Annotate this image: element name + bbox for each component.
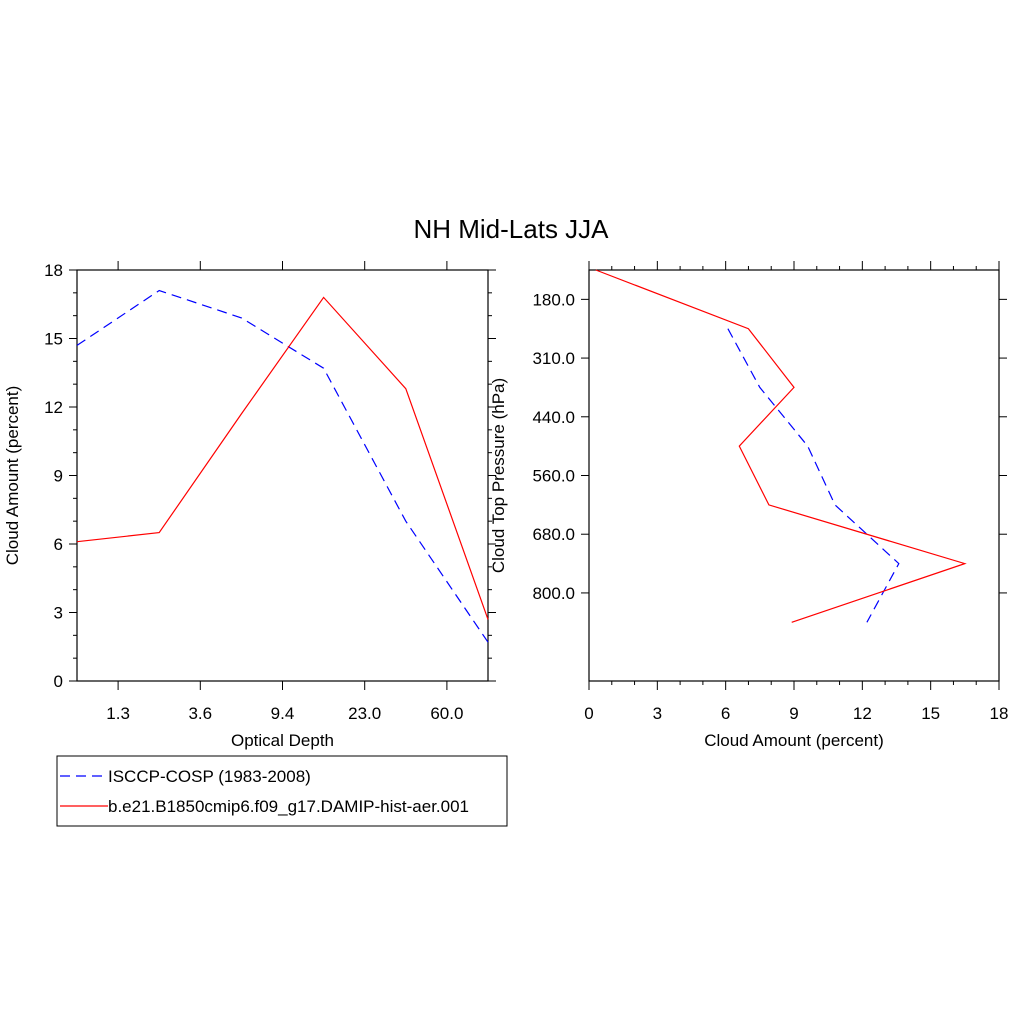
legend-label-isccp: ISCCP-COSP (1983-2008) [108,767,311,786]
left-x-tick-label: 9.4 [271,704,295,723]
right-x-tick-label: 15 [921,704,940,723]
right-y-axis-title: Cloud Top Pressure (hPa) [489,378,508,573]
right-chart-panel: 0 3 6 9 12 15 18 180.0 310.0 440.0 560.0 680.0 800.0… [489,261,1008,750]
left-x-tick-label: 60.0 [430,704,463,723]
right-y-tick-label: 440.0 [532,408,575,427]
left-y-tick-label: 6 [54,535,63,554]
right-x-axis-title: Cloud Amount (percent) [704,731,884,750]
right-x-tick-label: 9 [789,704,798,723]
left-x-tick-label: 23.0 [348,704,381,723]
right-y-tick-label: 800.0 [532,584,575,603]
left-plot-frame [76,269,489,682]
right-x-tick-label: 0 [584,704,593,723]
left-x-tick-label: 3.6 [188,704,212,723]
right-y-tick-label: 180.0 [532,290,575,309]
legend-label-model: b.e21.B1850cmip6.f09_g17.DAMIP-hist-aer.… [108,797,469,816]
left-x-tick-label: 1.3 [106,704,130,723]
figure-title: NH Mid-Lats JJA [413,214,609,244]
right-y-tick-label: 680.0 [532,525,575,544]
right-series-model [595,269,967,623]
right-x-tick-label: 6 [721,704,730,723]
legend: ISCCP-COSP (1983-2008) b.e21.B1850cmip6.… [56,755,508,827]
left-y-axis-title: Cloud Amount (percent) [3,386,22,566]
right-x-tick-label: 12 [853,704,872,723]
left-y-tick-label: 18 [44,261,63,280]
right-y-tick-label: 560.0 [532,467,575,486]
left-y-tick-label: 9 [54,467,63,486]
right-plot-frame [588,269,1000,682]
left-x-axis-title: Optical Depth [231,731,334,750]
left-y-tick-label: 12 [44,398,63,417]
right-x-tick-label: 18 [990,704,1009,723]
left-y-tick-label: 0 [54,672,63,691]
left-chart-panel: 0 3 6 9 12 15 18 1.3 3.6 9.4 23.0 60.0 Optical Depth… [3,261,496,750]
left-series-model [76,296,489,620]
left-y-tick-label: 15 [44,330,63,349]
right-y-tick-label: 310.0 [532,349,575,368]
right-x-tick-label: 3 [653,704,662,723]
left-series-isccp [76,289,489,643]
right-series-isccp [727,328,900,623]
left-y-tick-label: 3 [54,604,63,623]
legend-box [56,755,508,827]
